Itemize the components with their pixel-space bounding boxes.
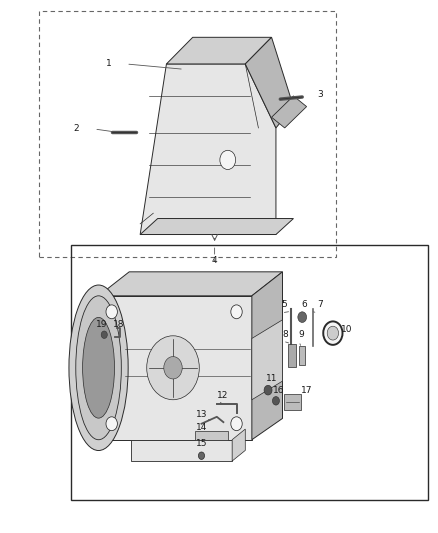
Bar	[288, 344, 296, 367]
Text: 2: 2	[74, 125, 79, 133]
Bar	[284, 394, 301, 410]
Circle shape	[106, 305, 117, 319]
Bar	[39, 11, 336, 257]
Text: 11: 11	[266, 374, 277, 383]
Bar	[299, 346, 305, 365]
Text: 4: 4	[212, 256, 217, 264]
Circle shape	[106, 417, 117, 431]
Text: 13: 13	[196, 410, 207, 419]
Circle shape	[101, 331, 107, 338]
Circle shape	[164, 357, 182, 379]
Text: 16: 16	[273, 386, 284, 394]
Circle shape	[264, 385, 272, 395]
Circle shape	[231, 417, 242, 431]
Text: 5: 5	[281, 301, 287, 309]
Polygon shape	[252, 320, 283, 400]
Text: 7: 7	[317, 301, 323, 309]
Polygon shape	[166, 37, 272, 64]
Circle shape	[220, 150, 236, 169]
Text: 1: 1	[106, 60, 112, 68]
Text: 19: 19	[96, 320, 107, 328]
Bar	[71, 245, 428, 500]
Polygon shape	[272, 96, 307, 128]
Polygon shape	[140, 219, 293, 235]
Polygon shape	[99, 296, 252, 440]
Ellipse shape	[83, 317, 114, 418]
Circle shape	[231, 305, 242, 319]
Text: 8: 8	[282, 330, 288, 339]
Ellipse shape	[69, 285, 128, 450]
Text: 15: 15	[196, 439, 207, 448]
Circle shape	[298, 312, 307, 322]
Text: 14: 14	[196, 423, 207, 432]
Circle shape	[272, 397, 279, 405]
Polygon shape	[252, 272, 283, 440]
Polygon shape	[131, 440, 232, 461]
Circle shape	[147, 336, 199, 400]
Text: 18: 18	[113, 320, 124, 328]
Text: 10: 10	[341, 325, 353, 334]
Text: 6: 6	[301, 301, 307, 309]
Polygon shape	[140, 64, 276, 235]
Ellipse shape	[76, 296, 121, 440]
Polygon shape	[99, 272, 283, 296]
Text: 3: 3	[317, 91, 323, 99]
Circle shape	[327, 326, 339, 340]
Text: 17: 17	[301, 386, 312, 394]
Text: 9: 9	[298, 330, 304, 339]
Text: 12: 12	[217, 391, 228, 400]
Polygon shape	[232, 429, 245, 461]
Circle shape	[198, 452, 205, 459]
Polygon shape	[245, 37, 293, 128]
Bar	[195, 431, 228, 440]
Circle shape	[323, 321, 343, 345]
